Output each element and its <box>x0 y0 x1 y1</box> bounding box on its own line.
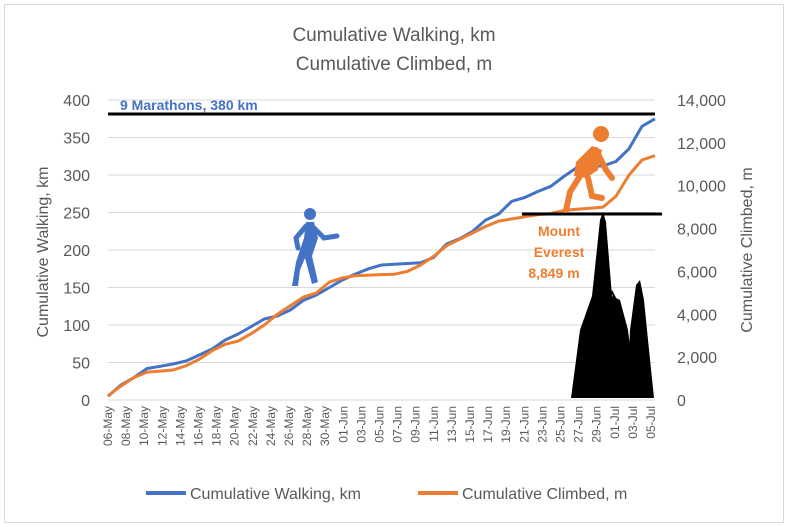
x-tick-label: 25-Jun <box>554 406 568 443</box>
right-axis-title: Cumulative Climbed, m <box>739 167 756 332</box>
left-tick-label: 150 <box>63 281 90 298</box>
x-tick-label: 29-Jun <box>590 406 604 443</box>
x-tick-label: 07-Jun <box>391 406 405 443</box>
x-tick-label: 17-Jun <box>481 406 495 443</box>
right-axis-ticks: 0 2,000 4,000 6,000 8,000 10,000 12,000 14,000 <box>677 93 726 410</box>
climber-icon <box>563 126 615 213</box>
marathons-annotation: 9 Marathons, 380 km <box>120 97 258 113</box>
x-tick-label: 23-Jun <box>535 406 549 443</box>
right-tick-label: 0 <box>677 393 686 410</box>
right-tick-label: 6,000 <box>677 264 717 281</box>
x-tick-label: 26-May <box>282 406 296 446</box>
mountain-icon <box>571 212 654 398</box>
x-tick-label: 20-May <box>228 406 242 446</box>
x-tick-label: 24-May <box>264 406 278 446</box>
right-tick-label: 2,000 <box>677 350 717 367</box>
left-tick-label: 50 <box>72 356 90 373</box>
legend-climbed-label: Cumulative Climbed, m <box>462 486 627 503</box>
x-tick-label: 03-Jun <box>354 406 368 443</box>
x-tick-label: 15-Jun <box>463 406 477 443</box>
x-tick-label: 05-Jun <box>373 406 387 443</box>
x-tick-label: 11-Jun <box>427 406 441 442</box>
x-tick-label: 18-May <box>210 406 224 446</box>
left-tick-label: 100 <box>63 318 90 335</box>
left-axis-ticks: 0 50 100 150 200 250 300 350 400 <box>63 93 90 410</box>
left-axis-title: Cumulative Walking, km <box>35 166 52 337</box>
walking-series-line <box>107 117 656 398</box>
right-tick-label: 4,000 <box>677 307 717 324</box>
x-tick-label: 03-Jul <box>626 406 640 439</box>
x-tick-label: 01-Jun <box>336 406 350 443</box>
x-tick-label: 05-Jul <box>644 406 658 439</box>
legend-walking-label: Cumulative Walking, km <box>190 486 361 503</box>
x-tick-label: 10-May <box>137 406 151 446</box>
x-tick-label: 06-May <box>101 406 115 446</box>
chart-title-line-1: Cumulative Walking, km <box>292 25 495 46</box>
x-tick-label: 28-May <box>300 406 314 446</box>
left-tick-label: 200 <box>63 243 90 260</box>
x-tick-label: 08-May <box>119 406 133 446</box>
everest-annotation-line-2: Everest <box>534 244 585 260</box>
left-tick-label: 350 <box>63 131 90 148</box>
walker-icon <box>292 208 340 286</box>
x-axis-ticks: 06-May 08-May 10-May 12-May 14-May 16-May 18-M… <box>101 406 658 446</box>
x-tick-label: 22-May <box>246 406 260 446</box>
everest-annotation-line-1: Mount <box>538 223 580 239</box>
x-tick-label: 16-May <box>192 406 206 446</box>
x-tick-label: 14-May <box>173 406 187 446</box>
x-tick-label: 01-Jul <box>608 406 622 439</box>
everest-annotation-line-3: 8,849 m <box>528 265 579 281</box>
legend: Cumulative Walking, km Cumulative Climbe… <box>146 486 627 503</box>
x-tick-label: 19-Jun <box>499 406 513 443</box>
left-tick-label: 250 <box>63 206 90 223</box>
x-tick-label: 27-Jun <box>572 406 586 443</box>
x-tick-label: 30-May <box>318 406 332 446</box>
left-tick-label: 400 <box>63 93 90 110</box>
right-tick-label: 8,000 <box>677 222 717 239</box>
x-tick-label: 09-Jun <box>409 406 423 443</box>
chart-title-line-2: Cumulative Climbed, m <box>296 54 492 75</box>
left-tick-label: 0 <box>81 393 90 410</box>
left-tick-label: 300 <box>63 168 90 185</box>
x-tick-label: 13-Jun <box>445 406 459 443</box>
right-tick-label: 14,000 <box>677 93 726 110</box>
x-tick-label: 21-Jun <box>517 406 531 443</box>
x-tick-label: 12-May <box>155 406 169 446</box>
right-tick-label: 12,000 <box>677 136 726 153</box>
right-tick-label: 10,000 <box>677 179 726 196</box>
